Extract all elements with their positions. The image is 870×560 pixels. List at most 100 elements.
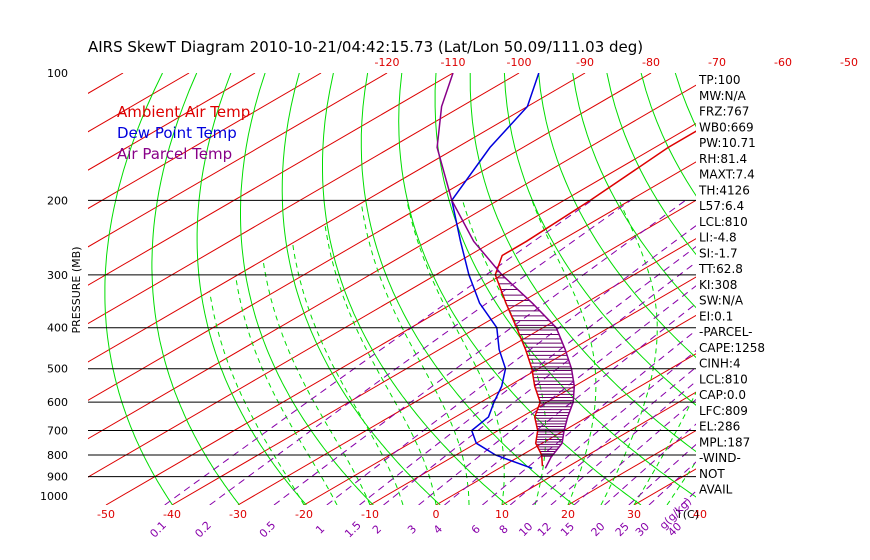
profile-lines	[436, 73, 696, 470]
pressure-label: 800	[47, 449, 68, 462]
dry-adiabat-line	[846, 73, 870, 505]
index-value: CAP:0.0	[699, 388, 746, 402]
isotherm-line	[105, 161, 696, 505]
top-temp-tick: -100	[507, 56, 532, 69]
top-temp-tick: -90	[576, 56, 594, 69]
mixing-ratio-ticks: 0.1 0.2 0.5 1 1.5 2 3 4 6 8 10 12 15 20 25 30 40	[147, 519, 684, 541]
dry-adiabat-line	[572, 73, 696, 309]
series-air-parcel-temp	[436, 73, 576, 469]
index-value: MAXT:7.4	[699, 168, 755, 182]
mixing-ratio-tick: 10	[516, 520, 535, 539]
mixing-ratio-line	[444, 303, 696, 505]
moist-adiabat-line	[235, 277, 338, 505]
mixing-ratio-line	[164, 199, 593, 505]
mixing-ratio-tick: 1.5	[342, 519, 364, 541]
mixing-ratio-line	[383, 261, 696, 505]
index-value: RH:81.4	[699, 152, 747, 166]
top-temp-tick: -70	[708, 56, 726, 69]
index-value: FRZ:767	[699, 105, 749, 119]
pressure-label: 200	[47, 194, 68, 207]
pressure-label: 700	[47, 425, 68, 438]
mixing-ratio-line	[628, 443, 696, 505]
mixing-ratio-line	[273, 199, 686, 505]
cape-hatch	[496, 271, 575, 457]
top-temperature-ticks: -120-110-100-90-80-70-60-50-40	[375, 56, 858, 69]
index-value: LCL:810	[699, 372, 748, 386]
mixing-ratio-tick: 3	[405, 522, 419, 536]
mixing-ratio-tick: 1	[313, 522, 327, 536]
index-value: LFC:809	[699, 404, 748, 418]
top-temp-tick: -110	[441, 56, 466, 69]
legend: Ambient Air Temp Dew Point Temp Air Parc…	[117, 103, 250, 163]
pressure-label: 600	[47, 396, 68, 409]
dry-adiabat-line	[744, 73, 870, 505]
isotherm-line	[501, 391, 696, 505]
mixing-ratio-tick: 15	[558, 520, 577, 539]
legend-parcel: Air Parcel Temp	[117, 145, 232, 163]
isotherm-line	[88, 73, 256, 171]
isotherm-line	[88, 73, 322, 210]
mixing-ratio-line	[648, 461, 696, 505]
mixing-ratio-line	[209, 199, 631, 505]
isotherm-line	[435, 353, 696, 505]
isotherm-line	[88, 73, 388, 248]
moist-adiabat-line	[262, 262, 371, 505]
grid-lines	[88, 73, 870, 505]
moist-adiabat-line	[406, 200, 505, 505]
bottom-temp-tick: 40	[693, 508, 707, 521]
series-dew-point-temp	[450, 73, 540, 470]
mixing-ratio-line	[482, 329, 696, 505]
bottom-temperature-ticks: -50 -40 -30 -20 -10 0 10 20 30 40	[97, 508, 707, 521]
index-value: TT:62.8	[698, 262, 743, 276]
isotherm-line	[88, 73, 652, 401]
isotherm-line	[88, 123, 696, 478]
index-value: CINH:4	[699, 357, 741, 371]
bottom-temp-tick: -50	[97, 508, 115, 521]
pressure-label: 900	[47, 471, 68, 484]
bottom-temp-tick: -30	[229, 508, 247, 521]
dry-adiabat-line	[778, 73, 870, 505]
pressure-labels: 100 200 300 400 500 600 700 800 900 1000	[40, 67, 68, 503]
index-value: TH:4126	[698, 183, 750, 197]
mixing-ratio-line	[604, 423, 696, 505]
mixing-ratio-line	[418, 285, 696, 505]
isotherm-line	[88, 73, 520, 325]
dry-adiabat-line	[398, 73, 642, 505]
bottom-temp-tick: 20	[561, 508, 575, 521]
bottom-temp-tick: -40	[163, 508, 181, 521]
index-value: AVAIL	[699, 483, 733, 497]
dry-adiabat-line	[812, 73, 870, 505]
isotherm-line	[237, 238, 696, 505]
mixing-ratio-tick: 12	[535, 520, 554, 539]
legend-ambient: Ambient Air Temp	[117, 103, 250, 121]
index-value: EI:0.1	[699, 309, 733, 323]
mixing-ratio-tick: 6	[469, 522, 483, 536]
top-temp-tick: -120	[375, 56, 400, 69]
moist-adiabat-line	[531, 200, 597, 505]
index-value: SI:-1.7	[699, 246, 738, 260]
dry-adiabat-line	[503, 73, 696, 406]
x-axis-unit-label: T(C)	[675, 508, 699, 521]
index-value: WB0:669	[699, 120, 754, 134]
mixing-ratio-tick: 30	[633, 520, 652, 539]
pressure-label: 300	[47, 269, 68, 282]
legend-dewpoint: Dew Point Temp	[117, 124, 237, 142]
index-value: SW:N/A	[699, 294, 744, 308]
index-value: -WIND-	[699, 451, 741, 465]
dry-adiabat-line	[104, 73, 173, 505]
mixing-ratio-tick: 20	[589, 520, 608, 539]
moist-adiabat-line	[633, 391, 696, 505]
isotherm-line	[303, 276, 696, 505]
pressure-label: 1000	[40, 490, 68, 503]
mixing-ratio-tick: 8	[497, 522, 511, 536]
dry-adiabat-line	[240, 73, 374, 505]
index-value: LCL:810	[699, 215, 748, 229]
mixing-ratio-tick: 0.1	[147, 519, 169, 541]
mixing-ratio-tick: 25	[613, 520, 632, 539]
mixing-ratio-line	[532, 366, 696, 505]
y-axis-label: PRESSURE (MB)	[70, 247, 83, 334]
index-value: TP:100	[698, 73, 741, 87]
index-value: MW:N/A	[699, 89, 747, 103]
isotherm-line	[369, 314, 696, 505]
isotherm-line	[766, 73, 870, 505]
